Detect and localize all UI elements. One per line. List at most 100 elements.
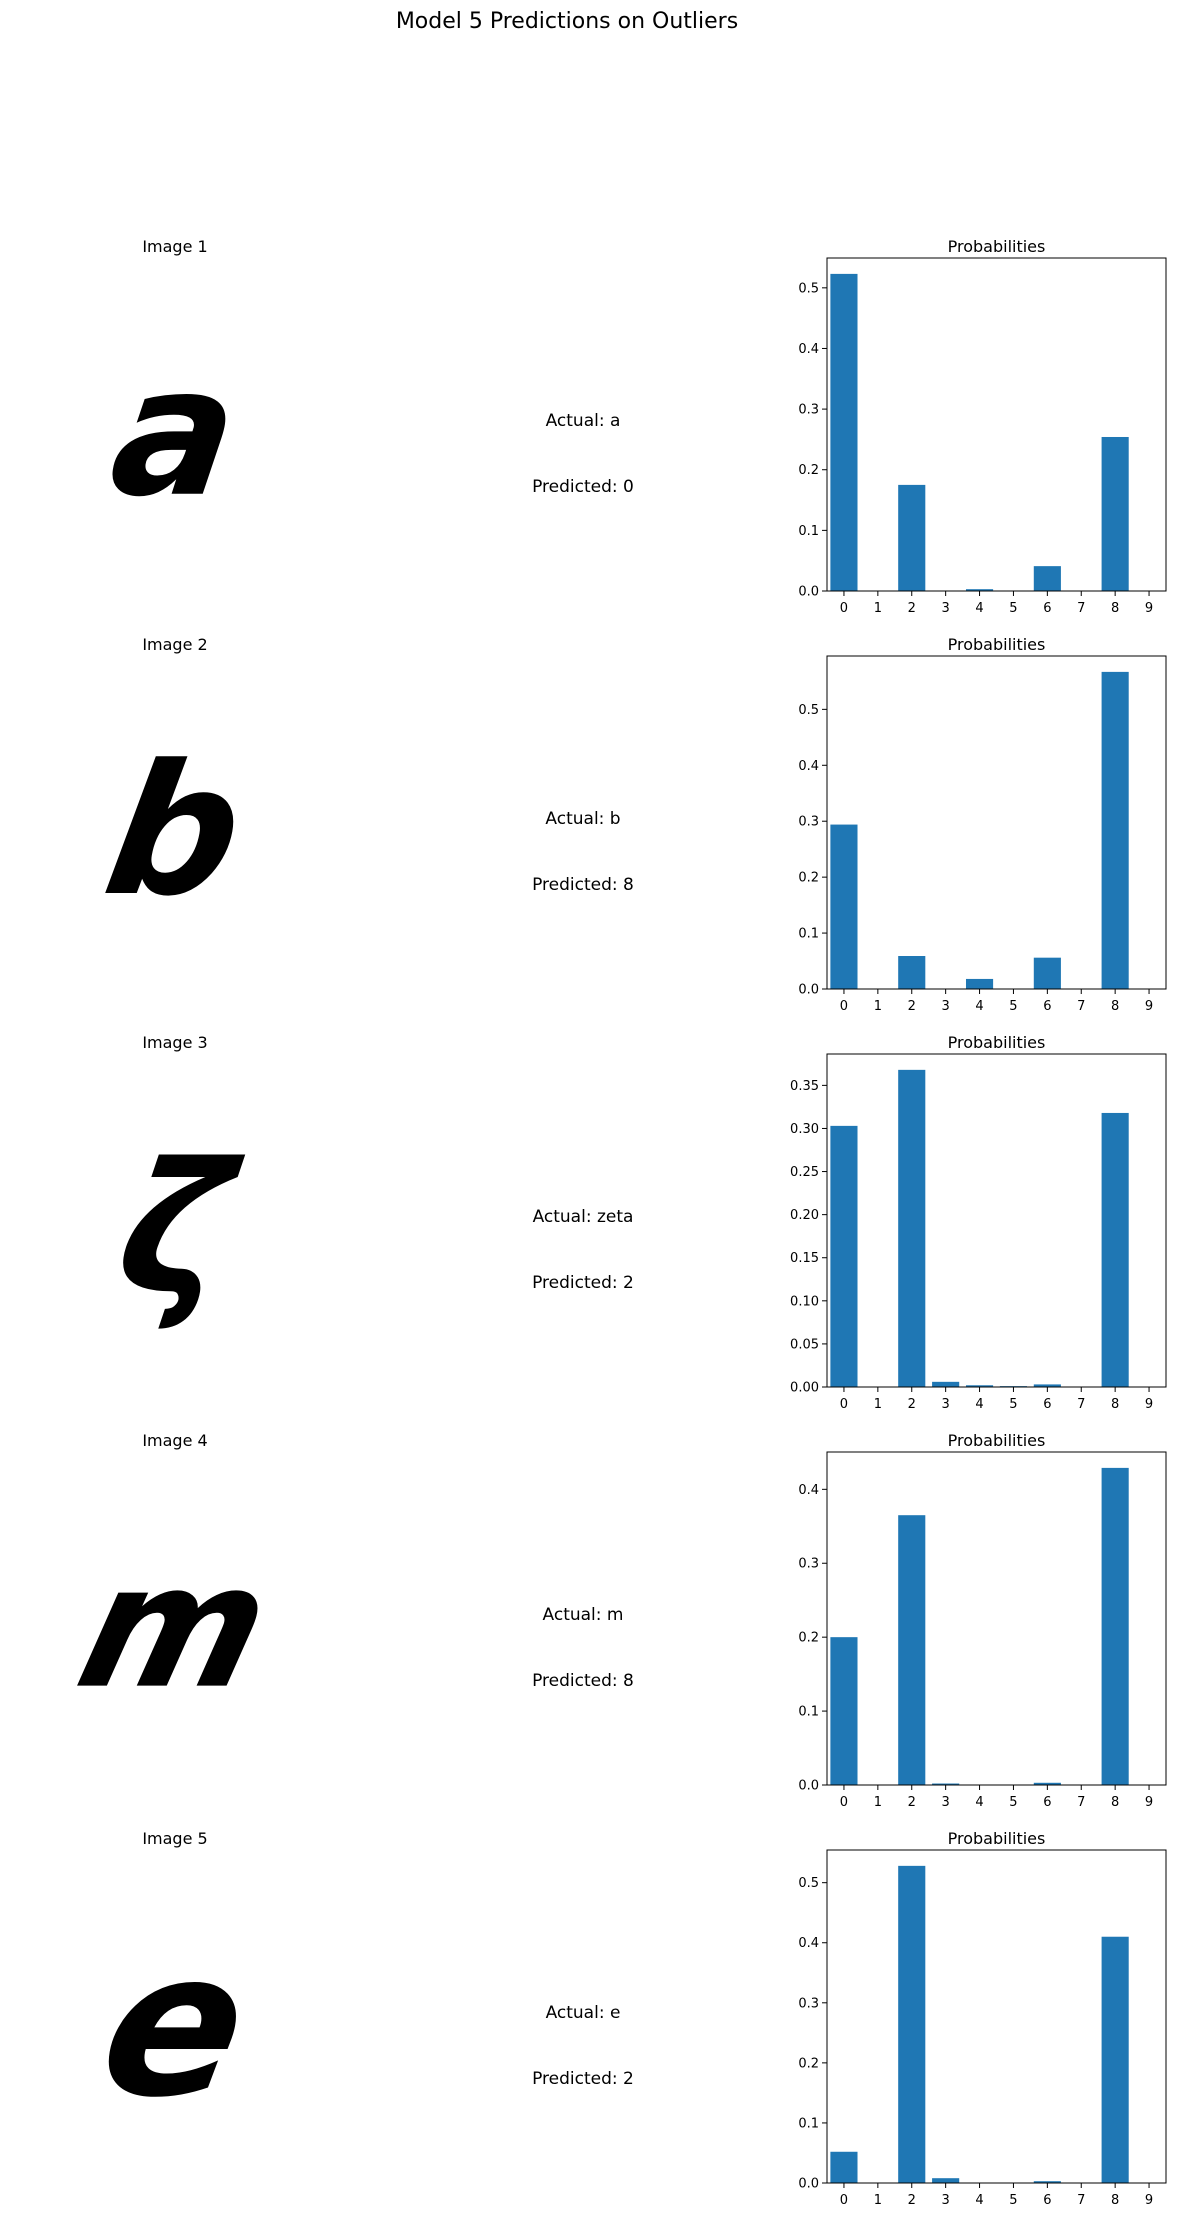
- y-tick-label: 0.1: [798, 927, 819, 942]
- x-tick-label: 0: [840, 601, 848, 616]
- actual-label: Actual: b: [545, 809, 620, 829]
- bar-8: [1101, 1936, 1129, 2183]
- x-tick-label: 9: [1145, 2193, 1153, 2208]
- x-tick-label: 4: [975, 2193, 983, 2208]
- x-tick-label: 4: [975, 1397, 983, 1412]
- x-tick-label: 2: [908, 2193, 916, 2208]
- y-tick-label: 0.0: [798, 1779, 819, 1794]
- bar-0: [830, 1637, 858, 1785]
- x-tick-label: 5: [1009, 999, 1017, 1014]
- bar-6: [1033, 2181, 1061, 2183]
- bar-4: [965, 1385, 994, 1387]
- bar-0: [830, 824, 858, 989]
- axes-frame: [826, 1849, 1167, 2184]
- x-tick-label: 7: [1077, 601, 1085, 616]
- bar-0: [830, 2151, 858, 2183]
- image-title: Image 5: [142, 1829, 207, 1848]
- outlier-glyph-image: a: [100, 330, 249, 537]
- y-tick-label: 0.2: [798, 463, 819, 478]
- x-tick-label: 4: [975, 1795, 983, 1810]
- x-tick-label: 8: [1111, 1397, 1119, 1412]
- x-tick-label: 1: [874, 1397, 882, 1412]
- chart-title: Probabilities: [948, 1431, 1046, 1450]
- bar-2: [898, 956, 926, 989]
- bar-3: [932, 1381, 960, 1387]
- x-tick-label: 9: [1145, 1795, 1153, 1810]
- axes-frame: [826, 1053, 1167, 1388]
- probabilities-chart: Probabilities 0.00 0.05 0.10 0.15 0.20 0.25 0.3…: [790, 1033, 1167, 1412]
- outlier-glyph-image: e: [87, 1908, 264, 2141]
- bar-8: [1101, 1467, 1129, 1785]
- actual-label: Actual: zeta: [533, 1207, 634, 1227]
- chart-title: Probabilities: [948, 635, 1046, 654]
- actual-label: Actual: a: [546, 411, 621, 431]
- x-tick-label: 7: [1077, 999, 1085, 1014]
- x-tick-label: 1: [874, 999, 882, 1014]
- x-tick-label: 0: [840, 1795, 848, 1810]
- probabilities-chart: Probabilities 0.0 0.1 0.2 0.3 0.4 0.5 0 1 2 3 4 5 6 7 8…: [798, 237, 1167, 616]
- predicted-label: Predicted: 0: [532, 477, 634, 497]
- bar-0: [830, 1125, 858, 1387]
- y-tick-label: 0.1: [798, 1705, 819, 1720]
- y-tick-label: 0.0: [798, 2177, 819, 2192]
- y-tick-label: 0.1: [798, 524, 819, 539]
- y-tick-label: 0.5: [798, 1876, 819, 1891]
- x-tick-label: 4: [975, 999, 983, 1014]
- x-tick-label: 2: [908, 999, 916, 1014]
- bar-8: [1101, 671, 1129, 989]
- probabilities-chart: Probabilities 0.0 0.1 0.2 0.3 0.4 0.5 0 1 2 3 4 5 6 7 8…: [798, 635, 1167, 1014]
- x-tick-label: 6: [1043, 601, 1051, 616]
- bar-6: [1033, 1384, 1061, 1387]
- bar-8: [1101, 1112, 1129, 1387]
- bar-2: [898, 1865, 926, 2183]
- probabilities-chart: Probabilities 0.0 0.1 0.2 0.3 0.4 0.5 0 1 2 3 4 5 6 7 8…: [798, 1829, 1167, 2208]
- y-tick-label: 0.3: [798, 815, 819, 830]
- x-tick-label: 3: [942, 1795, 950, 1810]
- y-tick-label: 0.2: [798, 871, 819, 886]
- x-tick-label: 2: [908, 1795, 916, 1810]
- x-tick-label: 3: [942, 601, 950, 616]
- panel-row-2: Image 2 b Actual: b Predicted: 8 Probabiliti…: [92, 635, 1167, 1014]
- bar-3: [932, 1783, 960, 1785]
- y-tick-label: 0.3: [798, 403, 819, 418]
- bar-2: [898, 1069, 926, 1387]
- y-tick-label: 0.05: [790, 1337, 819, 1352]
- x-tick-label: 3: [942, 1397, 950, 1412]
- figure-title: Model 5 Predictions on Outliers: [396, 9, 738, 34]
- x-tick-label: 2: [908, 1397, 916, 1412]
- x-tick-label: 1: [874, 1795, 882, 1810]
- predicted-label: Predicted: 2: [532, 2069, 634, 2089]
- panel-rows: Image 1 a Actual: a Predicted: 0 Probabiliti…: [62, 237, 1167, 2208]
- bar-4: [965, 978, 994, 989]
- y-tick-label: 0.35: [790, 1079, 819, 1094]
- predicted-label: Predicted: 2: [532, 1273, 634, 1293]
- x-tick-label: 4: [975, 601, 983, 616]
- panel-row-4: Image 4 m Actual: m Predicted: 8 Probabiliti…: [62, 1431, 1167, 1810]
- y-tick-label: 0.2: [798, 2056, 819, 2071]
- actual-label: Actual: m: [543, 1605, 624, 1625]
- x-tick-label: 0: [840, 1397, 848, 1412]
- bar-2: [898, 1515, 926, 1785]
- actual-label: Actual: e: [546, 2003, 621, 2023]
- x-tick-label: 8: [1111, 999, 1119, 1014]
- x-tick-label: 3: [942, 999, 950, 1014]
- y-tick-label: 0.30: [790, 1122, 819, 1137]
- y-tick-label: 0.4: [798, 342, 819, 357]
- bar-4: [965, 589, 994, 591]
- axes-frame: [826, 655, 1167, 990]
- x-tick-label: 1: [874, 2193, 882, 2208]
- panel-row-5: Image 5 e Actual: e Predicted: 2 Probabiliti…: [87, 1829, 1167, 2208]
- x-tick-label: 5: [1009, 2193, 1017, 2208]
- chart-title: Probabilities: [948, 1033, 1046, 1052]
- bar-6: [1033, 1782, 1061, 1785]
- bar-0: [830, 273, 858, 591]
- x-tick-label: 5: [1009, 1795, 1017, 1810]
- x-tick-label: 8: [1111, 2193, 1119, 2208]
- chart-title: Probabilities: [948, 1829, 1046, 1848]
- panel-row-1: Image 1 a Actual: a Predicted: 0 Probabiliti…: [100, 237, 1167, 616]
- image-title: Image 3: [142, 1033, 207, 1052]
- chart-title: Probabilities: [948, 237, 1046, 256]
- y-tick-label: 0.3: [798, 1996, 819, 2011]
- x-tick-label: 7: [1077, 1795, 1085, 1810]
- y-tick-label: 0.1: [798, 2116, 819, 2131]
